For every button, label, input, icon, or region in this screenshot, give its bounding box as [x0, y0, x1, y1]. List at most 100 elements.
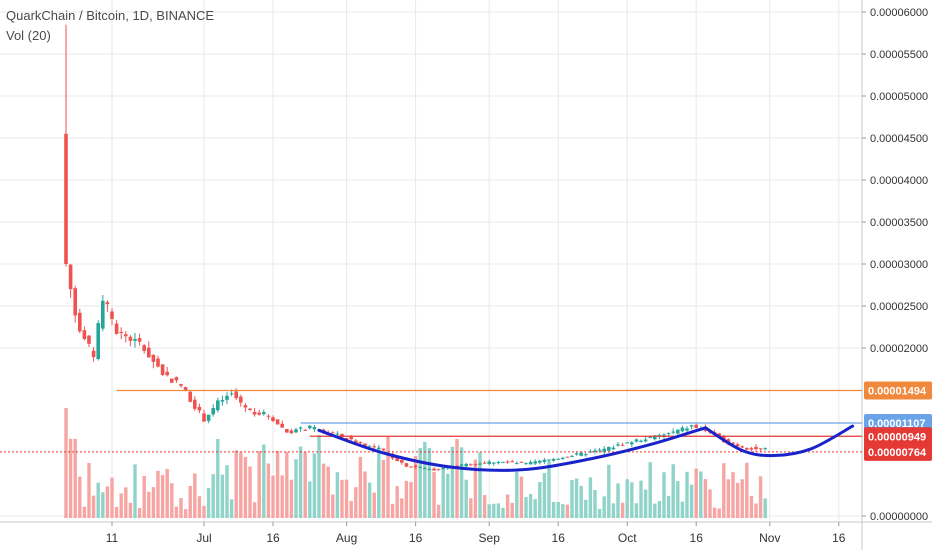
candle-body	[147, 347, 151, 358]
volume-bar	[515, 471, 519, 518]
candle-body	[289, 430, 294, 434]
volume-bar	[335, 472, 340, 518]
candle-body	[758, 448, 763, 450]
candle-body	[455, 465, 459, 467]
candle-body	[372, 446, 376, 448]
candle-body	[128, 336, 133, 341]
candle-body	[137, 338, 142, 342]
candle-body	[183, 387, 188, 391]
volume-bar	[367, 482, 372, 518]
candle-body	[262, 412, 266, 415]
candle-body	[441, 467, 445, 470]
volume-bar	[510, 502, 514, 518]
candle-body	[519, 461, 524, 463]
candle-body	[648, 436, 652, 438]
volume-bar	[657, 501, 662, 518]
candle-body	[653, 435, 657, 440]
candle-body	[119, 332, 123, 334]
x-axis-tick-label: Nov	[759, 531, 780, 545]
candle-body	[335, 433, 340, 435]
candle-body	[395, 457, 399, 462]
candle-body	[344, 438, 349, 440]
candle-body	[607, 447, 611, 451]
candle-body	[671, 431, 675, 433]
cup-curve[interactable]	[317, 426, 707, 472]
volume-bar	[528, 493, 533, 518]
handle-curve[interactable]	[703, 424, 855, 458]
y-axis-tick-label: 0.00003000	[870, 259, 928, 271]
volume-bar	[749, 495, 754, 518]
volume-bar	[386, 435, 390, 518]
candle-body	[252, 411, 257, 415]
candle-body	[482, 462, 487, 464]
candle-body	[611, 447, 616, 450]
volume-bar	[202, 505, 206, 518]
candle-body	[763, 448, 767, 450]
volume-bar	[611, 503, 616, 518]
volume-bar	[432, 471, 436, 518]
volume-bar	[298, 446, 303, 518]
volume-bar	[137, 508, 142, 518]
candle-body	[685, 428, 689, 431]
volume-bar	[211, 474, 215, 518]
candle-body	[229, 393, 234, 395]
candle-body	[643, 439, 648, 442]
candle-body	[188, 391, 192, 402]
x-axis-tick-label: 16	[409, 531, 423, 545]
volume-bar	[717, 508, 721, 518]
volume-bar	[78, 476, 82, 518]
volume-bar	[519, 476, 524, 518]
candle-body	[91, 350, 96, 358]
volume-bar	[418, 448, 422, 518]
candle-body	[340, 433, 344, 438]
candle-body	[193, 399, 197, 409]
candle-body	[96, 323, 100, 360]
candle-body	[579, 452, 583, 456]
x-axis-tick-label: Aug	[336, 531, 357, 545]
y-axis-tick-label: 0.00006000	[870, 7, 928, 19]
candle-body	[156, 358, 160, 367]
volume-bar	[340, 479, 344, 518]
volume-bar	[662, 472, 666, 518]
x-axis-tick-label: 16	[832, 531, 846, 545]
volume-bar	[321, 463, 326, 518]
volume-bar	[593, 490, 597, 518]
volume-bar	[354, 487, 358, 518]
candle-body	[676, 429, 680, 434]
volume-bar	[565, 504, 570, 518]
volume-bar	[234, 450, 238, 518]
volume-bar	[381, 460, 386, 518]
candle-body	[584, 454, 588, 456]
candle-body	[354, 440, 358, 444]
candle-body	[220, 400, 225, 402]
volume-bar	[395, 486, 399, 518]
volume-bar	[183, 509, 188, 518]
candle-body	[597, 449, 602, 451]
volume-bar	[745, 462, 749, 518]
candle-body	[160, 364, 165, 375]
price-label: 0.00000764	[868, 447, 927, 459]
volume-bar	[533, 499, 537, 518]
candle-body	[381, 448, 386, 451]
candle-body	[593, 450, 597, 452]
candle-body	[749, 448, 754, 450]
candle-body	[538, 460, 542, 463]
candle-body	[377, 447, 381, 450]
candle-body	[528, 461, 533, 465]
volume-bar	[446, 473, 450, 518]
candle-body	[689, 425, 694, 427]
volume-bar	[703, 479, 708, 518]
volume-bar	[312, 453, 317, 518]
candle-body	[588, 451, 593, 453]
volume-bar	[427, 448, 432, 518]
volume-bar	[731, 472, 735, 518]
volume-bar	[620, 502, 625, 518]
volume-bar	[584, 499, 588, 518]
price-label-box	[864, 381, 932, 400]
candle-body	[202, 413, 206, 422]
volume-bar	[708, 489, 712, 518]
candle-body	[694, 424, 698, 428]
x-axis-tick-label: 16	[266, 531, 280, 545]
